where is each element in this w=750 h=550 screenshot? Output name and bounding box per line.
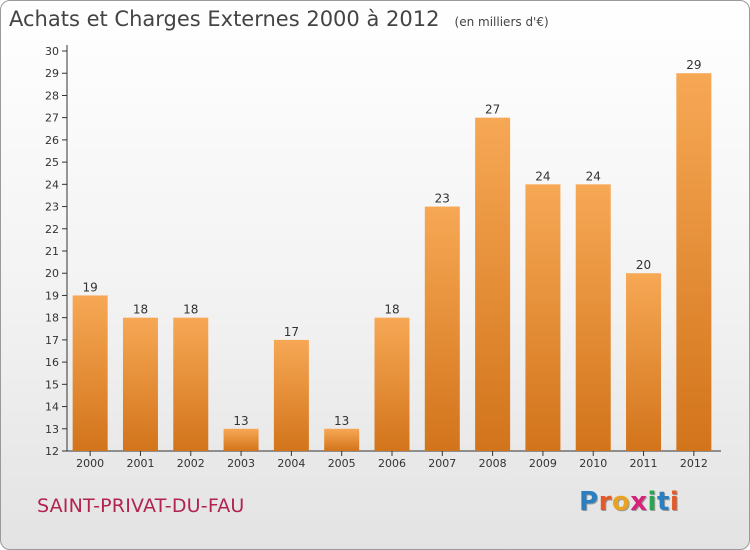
bar xyxy=(525,184,561,452)
data-label: 29 xyxy=(686,58,701,72)
data-label: 17 xyxy=(284,325,299,339)
x-tick-label: 2010 xyxy=(579,457,607,470)
data-label: 18 xyxy=(384,303,399,317)
data-label: 18 xyxy=(183,303,198,317)
x-tick-label: 2005 xyxy=(328,457,356,470)
bar xyxy=(676,73,712,451)
logo-letter: P xyxy=(579,487,599,517)
y-tick-label: 16 xyxy=(45,356,59,369)
x-tick-label: 2002 xyxy=(177,457,205,470)
data-label: 19 xyxy=(83,280,98,294)
data-label: 13 xyxy=(233,414,248,428)
y-tick-label: 24 xyxy=(45,178,59,191)
bar xyxy=(626,273,662,451)
data-label: 20 xyxy=(636,258,651,272)
data-label: 24 xyxy=(535,169,550,183)
bar xyxy=(424,206,460,451)
y-tick-label: 27 xyxy=(45,112,59,125)
y-tick-label: 15 xyxy=(45,378,59,391)
bar xyxy=(173,317,209,451)
y-tick-label: 19 xyxy=(45,289,59,302)
data-label: 18 xyxy=(133,303,148,317)
data-label: 24 xyxy=(586,169,601,183)
y-tick-label: 18 xyxy=(45,312,59,325)
y-tick-label: 29 xyxy=(45,67,59,80)
y-tick-label: 25 xyxy=(45,156,59,169)
bar xyxy=(575,184,611,452)
y-tick-label: 13 xyxy=(45,423,59,436)
x-tick-label: 2009 xyxy=(529,457,557,470)
bar xyxy=(122,317,158,451)
y-tick-label: 23 xyxy=(45,201,59,214)
data-label: 27 xyxy=(485,103,500,117)
x-tick-label: 2003 xyxy=(227,457,255,470)
chart-title-text: Achats et Charges Externes 2000 à 2012 xyxy=(9,7,440,31)
bar xyxy=(324,428,360,451)
logo-letter: i xyxy=(647,487,657,517)
bar xyxy=(374,317,410,451)
x-tick-label: 2004 xyxy=(277,457,305,470)
bar xyxy=(273,339,309,451)
x-tick-label: 2001 xyxy=(126,457,154,470)
y-tick-label: 28 xyxy=(45,89,59,102)
commune-name: SAINT-PRIVAT-DU-FAU xyxy=(37,495,245,517)
proxiti-logo[interactable]: Proxiti xyxy=(579,487,679,517)
logo-letter: t xyxy=(656,487,670,517)
chart-title: Achats et Charges Externes 2000 à 2012 (… xyxy=(9,7,549,31)
bar xyxy=(475,117,511,452)
x-tick-label: 2008 xyxy=(479,457,507,470)
y-tick-label: 22 xyxy=(45,223,59,236)
data-label: 13 xyxy=(334,414,349,428)
chart-unit: (en milliers d'€) xyxy=(454,15,549,29)
y-tick-label: 12 xyxy=(45,445,59,458)
logo-letter: x xyxy=(630,487,648,517)
logo-letter: r xyxy=(598,487,612,517)
bar xyxy=(72,295,108,451)
logo-letter: i xyxy=(669,487,680,517)
x-tick-label: 2000 xyxy=(76,457,104,470)
y-tick-label: 20 xyxy=(45,267,59,280)
y-tick-label: 21 xyxy=(45,245,59,258)
y-tick-label: 30 xyxy=(45,45,59,58)
x-tick-label: 2011 xyxy=(630,457,658,470)
x-tick-label: 2012 xyxy=(680,457,708,470)
logo-letter: o xyxy=(611,487,631,517)
y-tick-label: 14 xyxy=(45,401,59,414)
data-label: 23 xyxy=(435,192,450,206)
y-tick-label: 17 xyxy=(45,334,59,347)
x-tick-label: 2007 xyxy=(428,457,456,470)
bar xyxy=(223,428,259,451)
y-tick-label: 26 xyxy=(45,134,59,147)
x-tick-label: 2006 xyxy=(378,457,406,470)
